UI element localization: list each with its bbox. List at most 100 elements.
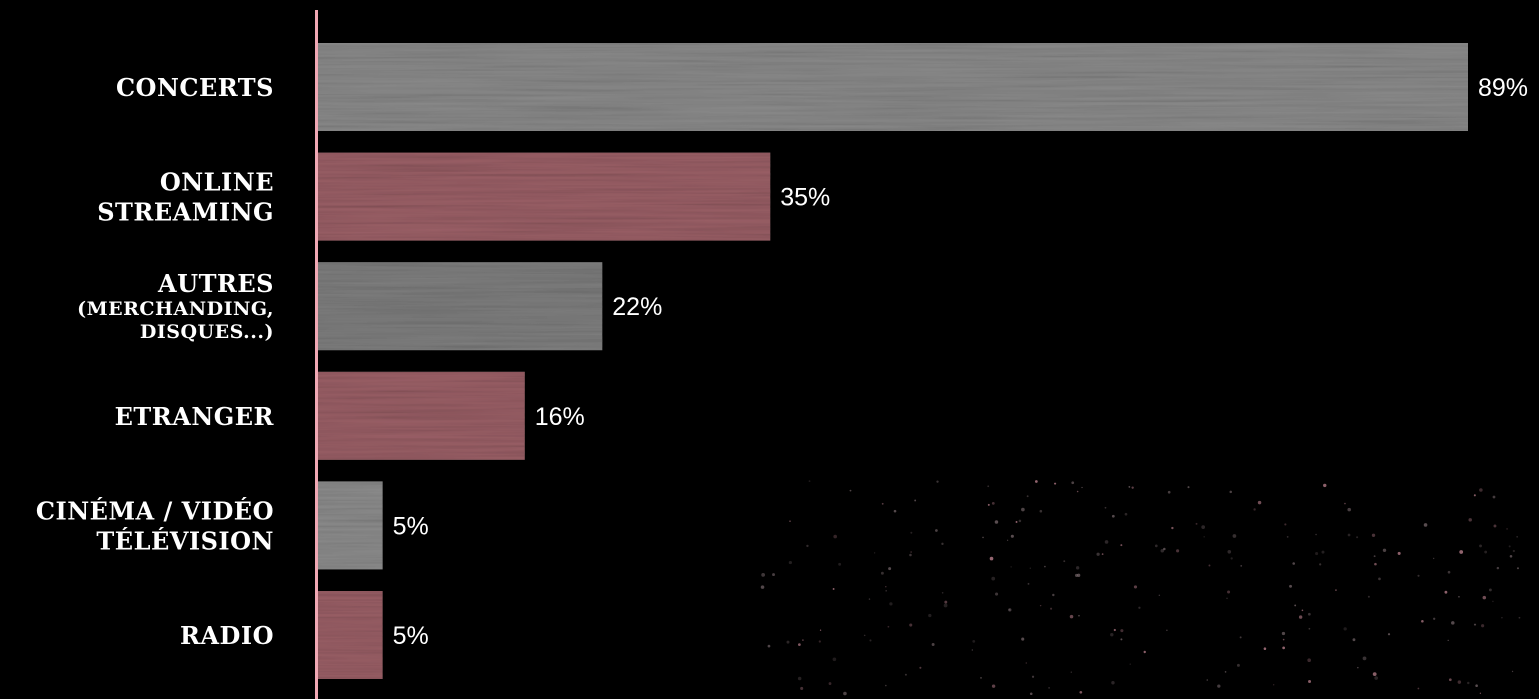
bar: [318, 43, 1468, 131]
speckle: [1111, 514, 1115, 518]
speckle: [1081, 486, 1083, 489]
speckle: [1447, 639, 1449, 642]
speckle: [1488, 588, 1492, 592]
speckle-decoration: [760, 480, 1521, 696]
speckle: [1167, 490, 1171, 494]
category-label: AUTRES (MERCHANDING, DISQUES...): [77, 269, 274, 343]
speckle: [1347, 533, 1351, 537]
speckle: [1382, 548, 1387, 552]
speckle: [1362, 656, 1367, 661]
speckle: [832, 657, 837, 662]
speckle: [943, 603, 948, 608]
speckle: [1481, 624, 1485, 628]
speckle: [991, 502, 995, 505]
speckle: [1516, 567, 1519, 570]
speckle: [887, 625, 890, 628]
speckle: [1282, 646, 1286, 650]
speckle: [1096, 552, 1100, 556]
speckle: [880, 571, 884, 575]
speckle: [972, 639, 976, 643]
speckle: [1335, 589, 1337, 591]
speckle: [1008, 608, 1012, 612]
speckle: [1484, 550, 1488, 554]
speckle: [910, 551, 912, 553]
speckle: [1113, 628, 1116, 632]
speckle: [1120, 629, 1124, 633]
category-label: CINÉMA / VIDÉO TÉLÉVISION: [36, 496, 274, 555]
speckle: [893, 509, 897, 513]
value-label: 5%: [393, 622, 429, 650]
speckle: [1171, 526, 1174, 530]
speckle: [1111, 681, 1115, 685]
speckle: [1301, 609, 1304, 612]
speckle: [1263, 647, 1267, 650]
speckle: [1508, 545, 1511, 548]
speckle: [1076, 490, 1079, 493]
category-label-line: (MERCHANDING,: [77, 298, 274, 320]
speckle: [1104, 540, 1109, 544]
speckle: [928, 613, 932, 618]
bar: [318, 371, 525, 460]
speckle: [1063, 560, 1066, 563]
speckle: [1120, 544, 1123, 547]
speckle: [1356, 536, 1359, 539]
speckle: [1160, 549, 1165, 553]
speckle: [1224, 671, 1227, 673]
speckle: [995, 592, 999, 596]
speckle: [1298, 615, 1303, 619]
speckle: [941, 591, 944, 594]
speckle: [1101, 553, 1104, 556]
speckle: [1110, 632, 1114, 637]
speckle: [1052, 593, 1055, 597]
speckle: [1239, 636, 1242, 639]
speckle: [1010, 534, 1014, 538]
speckle: [1451, 621, 1455, 625]
speckle: [1307, 612, 1311, 616]
speckle: [1206, 679, 1209, 681]
value-label: 16%: [535, 403, 585, 431]
speckle: [1459, 550, 1464, 554]
speckle: [1203, 536, 1205, 538]
speckle: [1423, 523, 1428, 527]
speckle: [1315, 533, 1317, 536]
speckle: [991, 684, 996, 688]
speckle: [1031, 675, 1035, 678]
category-label: RADIO: [180, 621, 274, 650]
category-label-line: ONLINE: [160, 168, 274, 197]
category-label-line: STREAMING: [97, 198, 274, 227]
speckle: [1373, 555, 1376, 558]
speckle: [1029, 567, 1032, 569]
speckle: [1027, 582, 1030, 585]
speckle: [874, 552, 876, 554]
speckle: [1079, 690, 1083, 694]
speckle: [1166, 629, 1168, 631]
speckle: [1308, 627, 1311, 630]
category-label-line: RADIO: [180, 621, 274, 650]
speckle: [1077, 573, 1081, 577]
speckle: [1026, 495, 1029, 498]
speckle: [1048, 686, 1050, 689]
speckle: [868, 598, 871, 600]
speckle: [1232, 534, 1237, 538]
speckle: [1378, 577, 1381, 581]
speckle: [885, 586, 887, 588]
speckle: [1506, 528, 1508, 530]
speckle: [1518, 616, 1521, 619]
speckle: [833, 534, 837, 539]
speckle: [936, 480, 939, 483]
speckle: [828, 682, 832, 685]
speckle: [1029, 692, 1033, 696]
speckle: [1257, 500, 1262, 505]
speckle: [1501, 617, 1503, 619]
speckle: [1208, 564, 1211, 567]
speckle: [1133, 585, 1138, 589]
speckle: [1374, 562, 1377, 566]
speckle: [1044, 565, 1046, 568]
speckle: [1492, 495, 1496, 499]
speckle: [885, 684, 887, 687]
speckle: [1323, 483, 1327, 488]
speckle: [989, 556, 994, 561]
speckle: [1467, 681, 1470, 685]
speckle: [818, 640, 821, 643]
value-label: 35%: [780, 184, 830, 212]
